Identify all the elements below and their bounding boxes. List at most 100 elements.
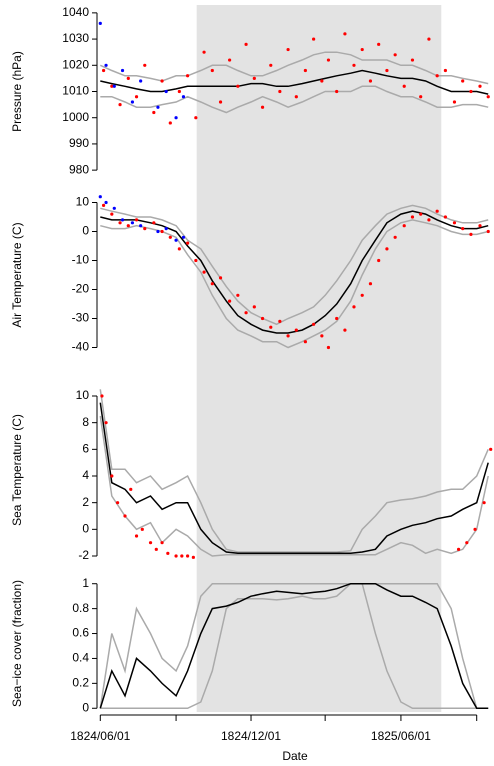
- data-point: [312, 322, 316, 326]
- y-tick-label: 0.6: [72, 626, 89, 640]
- y-tick-label: 8: [82, 415, 89, 429]
- data-point: [112, 84, 116, 88]
- y-tick-label: 0.2: [72, 676, 89, 690]
- data-point: [461, 227, 465, 231]
- mean-line: [99, 402, 489, 555]
- data-point: [139, 224, 143, 228]
- data-point: [134, 218, 139, 222]
- y-tick-label: 1000: [62, 110, 89, 124]
- data-point: [101, 68, 106, 73]
- data-point: [166, 551, 170, 555]
- y-tick-label: 0.8: [72, 601, 89, 615]
- data-point: [160, 79, 164, 83]
- range-line: [99, 389, 489, 553]
- data-point: [186, 241, 190, 245]
- data-point: [452, 100, 457, 104]
- data-point: [343, 328, 347, 332]
- data-point: [385, 247, 389, 251]
- y-tick-label: -40: [72, 340, 90, 354]
- data-point: [104, 63, 108, 67]
- data-point: [126, 76, 130, 80]
- data-point: [152, 110, 156, 115]
- data-point: [228, 299, 232, 303]
- mean-line: [100, 69, 489, 95]
- data-point: [130, 100, 135, 104]
- data-point: [303, 340, 307, 344]
- data-point: [419, 95, 423, 99]
- data-point: [168, 121, 172, 125]
- data-point: [427, 218, 431, 222]
- data-point: [443, 68, 448, 73]
- data-point: [118, 103, 122, 107]
- data-point: [402, 84, 406, 88]
- y-tick-label: 10: [76, 388, 90, 402]
- data-point: [152, 221, 156, 225]
- data-point: [181, 235, 186, 239]
- data-point: [427, 37, 431, 41]
- data-point: [110, 84, 114, 88]
- mean-line: [100, 210, 489, 334]
- data-point: [461, 79, 465, 83]
- data-point: [252, 76, 256, 80]
- y-axis-label: Sea−ice cover (fraction): [10, 580, 24, 707]
- range-line: [99, 415, 489, 557]
- data-point: [269, 63, 273, 67]
- data-point: [148, 541, 153, 545]
- y-tick-label: 0: [82, 522, 89, 536]
- data-point: [134, 534, 139, 538]
- range-line: [100, 219, 489, 349]
- data-point: [174, 554, 178, 558]
- data-point: [177, 247, 181, 251]
- data-point: [118, 221, 122, 225]
- data-point: [352, 63, 356, 67]
- data-point: [244, 42, 248, 46]
- data-point: [244, 311, 248, 315]
- data-point: [160, 229, 164, 234]
- x-tick-label: 1825/06/01: [371, 729, 431, 743]
- data-point: [478, 84, 482, 88]
- data-point: [452, 221, 457, 225]
- data-point: [326, 345, 331, 350]
- data-point: [419, 212, 423, 216]
- y-tick-label: -10: [72, 253, 90, 267]
- y-tick-label: 1040: [62, 5, 89, 19]
- data-point: [104, 200, 108, 205]
- data-point: [385, 68, 389, 73]
- data-point: [143, 63, 147, 67]
- data-point: [269, 325, 273, 329]
- data-point: [465, 541, 469, 545]
- range-line: [100, 582, 489, 710]
- data-point: [377, 42, 381, 46]
- data-point: [218, 100, 223, 104]
- data-point: [140, 527, 144, 531]
- data-point: [98, 21, 102, 25]
- data-point: [469, 89, 473, 94]
- data-point: [410, 215, 415, 219]
- data-point: [177, 89, 181, 94]
- data-point: [174, 116, 178, 120]
- data-point: [478, 224, 482, 228]
- data-point: [181, 95, 186, 99]
- data-point: [120, 68, 125, 73]
- data-point: [236, 293, 240, 297]
- data-point: [202, 270, 206, 274]
- y-tick-label: 10: [76, 195, 90, 209]
- y-tick-label: 980: [69, 162, 89, 176]
- data-point: [402, 224, 406, 228]
- data-point: [377, 258, 381, 263]
- data-point: [260, 105, 265, 109]
- y-tick-label: 4: [82, 468, 89, 482]
- data-point: [469, 232, 473, 236]
- data-point: [186, 554, 190, 558]
- range-line: [100, 85, 489, 114]
- data-point: [393, 235, 397, 239]
- data-point: [368, 282, 373, 286]
- data-point: [100, 394, 104, 398]
- data-point: [260, 316, 265, 321]
- data-point: [126, 224, 130, 228]
- shaded-period: [196, 5, 442, 712]
- y-axis-label: Sea Temperature (C): [10, 414, 24, 526]
- y-tick-label: 1: [82, 576, 89, 590]
- data-point: [180, 554, 184, 558]
